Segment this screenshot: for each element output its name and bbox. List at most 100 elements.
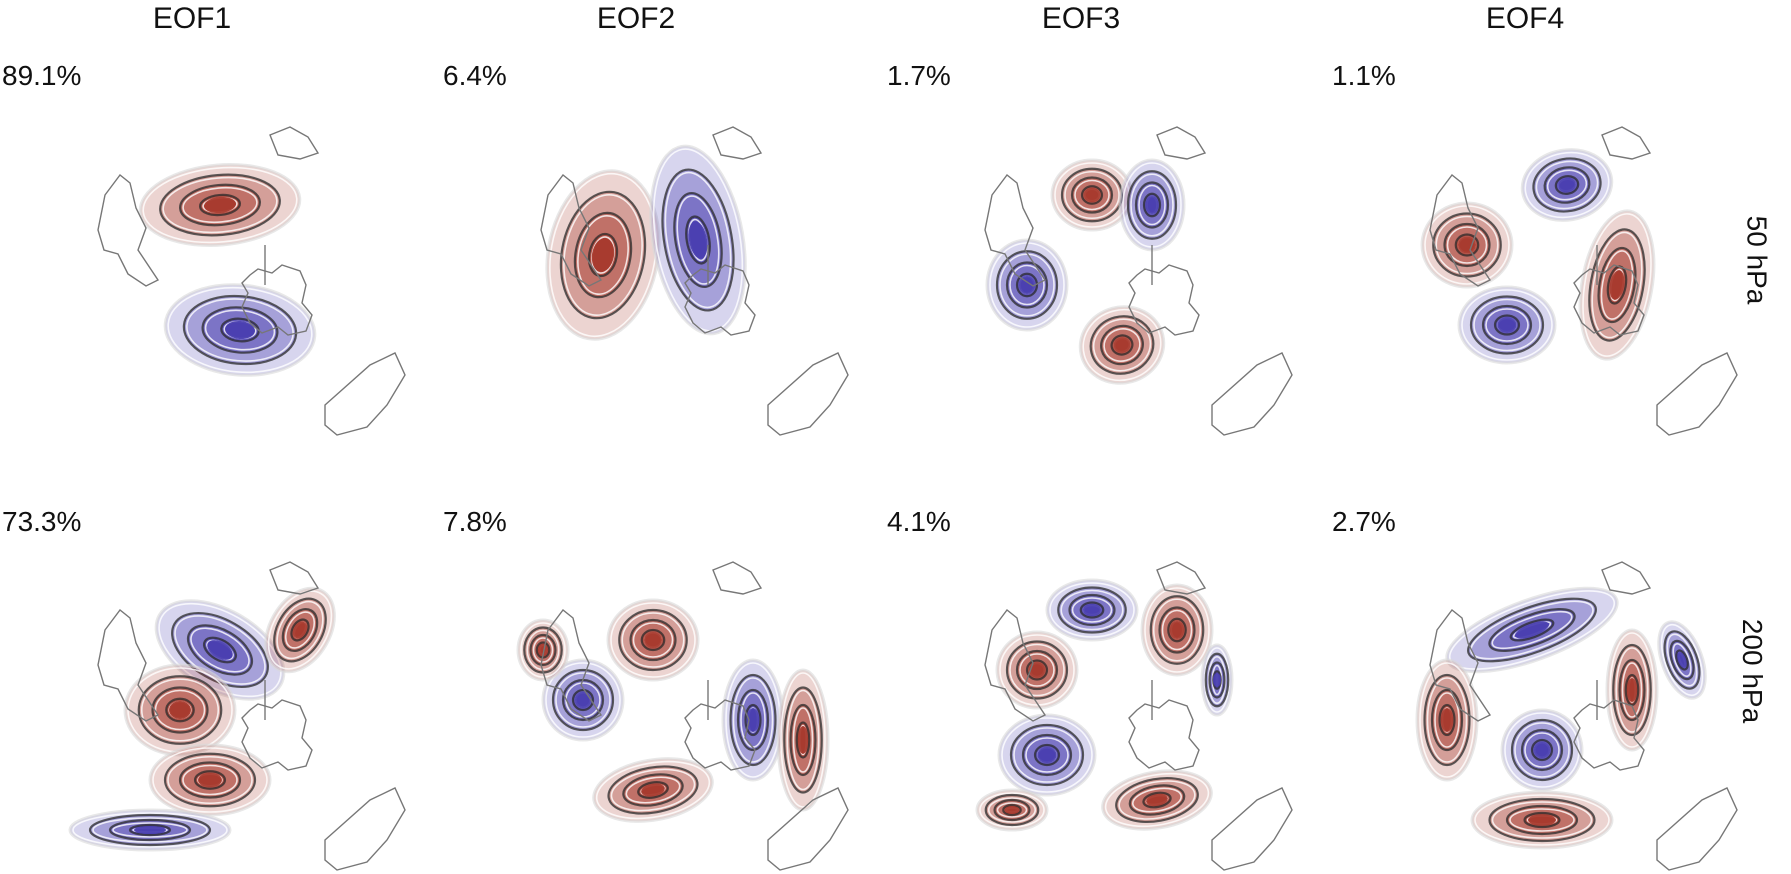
contour-highlight [610, 768, 696, 812]
australia-outline [767, 787, 849, 871]
anomaly-core [1029, 662, 1045, 678]
map-50hpa-eof4 [1420, 126, 1738, 436]
negative-anomaly [1457, 285, 1557, 365]
contour-highlight [999, 634, 1075, 706]
positive-anomaly [975, 788, 1049, 832]
contour-highlight [520, 622, 566, 678]
antarctica-outline [1128, 264, 1200, 336]
anomaly-core [1005, 806, 1019, 814]
contour-highlight [1474, 794, 1610, 846]
map-200hpa-eof2 [516, 561, 849, 871]
contour-highlight [182, 764, 238, 796]
contour-highlight [1504, 712, 1580, 788]
anomaly-core [169, 701, 191, 719]
south-america-outline [984, 174, 1047, 287]
variance-label: 1.7% [887, 60, 951, 91]
antarctica-outline [1128, 699, 1200, 771]
south-america-outline [984, 609, 1047, 722]
contour-highlight [664, 171, 732, 309]
contour-highlight [1615, 647, 1649, 733]
anomaly-core [1609, 270, 1625, 300]
map-50hpa-eof3 [984, 126, 1293, 436]
contour-highlight [1470, 600, 1594, 660]
anomaly-core [688, 221, 708, 259]
contour-highlight [1013, 727, 1081, 783]
negative-anomaly [721, 658, 785, 782]
south-america-outline [1429, 609, 1492, 722]
australia-outline [767, 352, 849, 436]
anomaly-core [1458, 236, 1476, 254]
contour-highlight [162, 176, 278, 234]
coast-layer [97, 561, 406, 871]
positive-anomaly [592, 757, 714, 823]
contour-highlight [186, 298, 294, 362]
africa-outline [712, 561, 763, 595]
positive-anomaly [1578, 209, 1656, 361]
contour-highlight [780, 672, 826, 808]
contour-highlight [72, 812, 228, 848]
contour-highlight [1071, 597, 1113, 623]
contour-highlight [1130, 173, 1174, 237]
anomaly-core [1528, 814, 1556, 826]
contour-highlight [595, 760, 711, 820]
negative-anomaly [1200, 643, 1234, 717]
contour-highlight [1009, 264, 1045, 306]
positive-anomaly [995, 630, 1079, 710]
south-america-outline [540, 609, 603, 722]
contour-highlight [625, 776, 681, 804]
anomaly-core [1497, 317, 1517, 333]
africa-outline [1601, 126, 1652, 160]
contour-highlight [167, 286, 313, 374]
coastline [984, 561, 1293, 871]
contour-highlight [1524, 151, 1610, 219]
contour-highlight [632, 622, 674, 658]
anomaly-core [204, 196, 236, 214]
contour-highlight [1138, 184, 1166, 226]
contour-highlight [92, 817, 208, 843]
coastline [540, 126, 849, 436]
contour-highlight [267, 590, 333, 670]
contour-highlight [1060, 589, 1124, 631]
contour-highlight [1118, 780, 1196, 820]
positive-anomaly [1415, 658, 1479, 782]
africa-outline [712, 126, 763, 160]
contour-highlight [732, 677, 774, 763]
negative-anomaly [1045, 578, 1139, 642]
anomaly-core [1145, 196, 1159, 214]
contour-highlight [1009, 643, 1065, 697]
antarctica-outline [684, 699, 756, 771]
positive-anomaly [1101, 769, 1213, 831]
negative-anomaly [1657, 620, 1707, 700]
coast-layer [1429, 126, 1738, 436]
contour-highlight [979, 792, 1045, 828]
contour-highlight [1600, 250, 1634, 320]
positive-anomaly [776, 668, 830, 812]
positive-anomaly [123, 663, 237, 757]
coast-layer [984, 561, 1293, 871]
contour-highlight [1666, 633, 1698, 687]
australia-outline [1211, 352, 1293, 436]
negative-anomaly [997, 713, 1097, 797]
contour-highlight [112, 822, 188, 838]
contour-highlight [276, 600, 324, 660]
antarctica-outline [1573, 264, 1645, 336]
contour-highlight [190, 627, 250, 673]
contour-highlight [1152, 598, 1202, 662]
negative-anomaly [1118, 158, 1186, 252]
contour-highlight [140, 678, 220, 742]
contour-highlight [1161, 609, 1193, 651]
contour-highlight [1001, 717, 1093, 793]
africa-outline [269, 561, 320, 595]
contour-highlight [532, 637, 554, 663]
anomaly-core [1170, 621, 1184, 639]
positive-anomaly [1050, 158, 1134, 232]
anomaly-core [293, 621, 307, 639]
contour-highlight [1025, 737, 1069, 773]
anomaly-core [1113, 337, 1131, 353]
anomaly-core [1677, 652, 1687, 668]
coast-layer [540, 126, 849, 436]
south-america-outline [97, 174, 160, 287]
contour-highlight [1485, 308, 1529, 342]
positive-anomaly [138, 163, 302, 247]
anomaly-core [1558, 177, 1576, 193]
